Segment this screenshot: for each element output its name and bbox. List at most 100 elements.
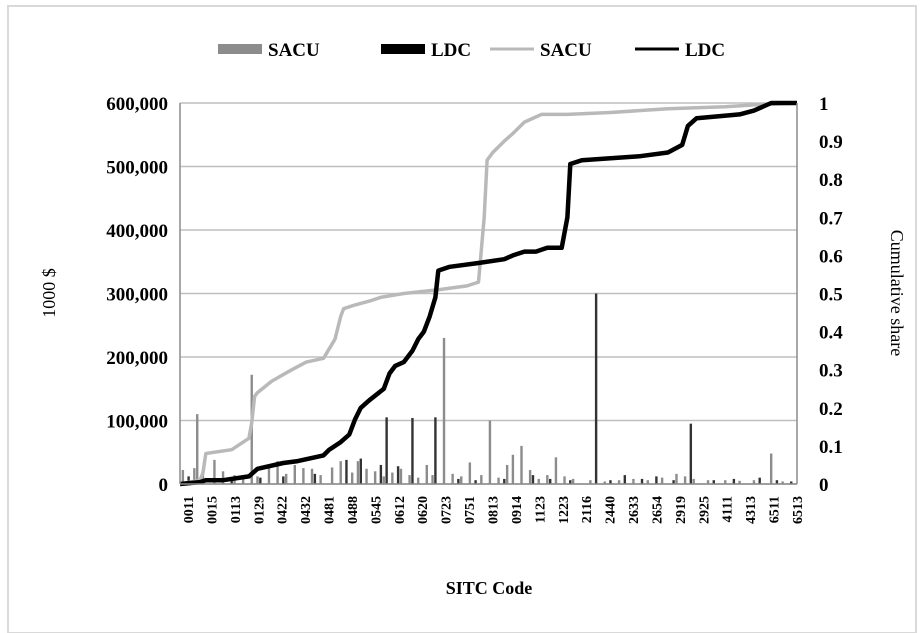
x-tick-label: 0011 [182,496,197,523]
bar-sacu [365,468,368,484]
bar-sacu [468,462,472,484]
y-tick-label: 300,000 [106,285,168,306]
bar-sacu [617,480,621,484]
bar-ldc [457,478,460,484]
bar-sacu [276,461,279,484]
y2-tick-label: 0.9 [819,132,843,153]
bar-ldc [758,477,761,484]
bar-sacu [267,467,271,484]
axes: 0 100,000 200,000 300,000 400,000 500,000 600,… [106,94,843,524]
bar-sacu [391,472,394,484]
bar-sacu [442,337,446,484]
x-tick-label: 6511 [768,496,783,523]
bar-ldc [655,476,658,484]
chart-border [7,5,917,633]
bar-sacu [724,480,727,484]
bar-ldc [623,475,627,484]
bar-sacu [399,468,403,484]
bar-sacu [256,476,259,484]
bar-ldc [531,475,535,484]
y2-tick-label: 0.1 [819,437,843,458]
x-tick-label: 0015 [205,496,220,524]
bar-ldc [434,417,437,484]
bar-sacu [480,475,483,484]
bar-ldc [672,480,675,484]
bar-sacu [213,459,216,484]
bar-sacu [460,476,463,484]
x-tick-label: 0422 [276,496,291,524]
bar-sacu [196,414,199,484]
y2-axis-title: Cumulative share [887,230,907,356]
bar-ldc [411,417,414,484]
legend-label: LDC [431,40,471,61]
bar-ldc [503,478,506,484]
bar-ldc [790,481,793,484]
legend: SACU LDC SACU LDC [218,40,725,61]
bar-sacu [660,477,664,484]
x-tick-label: 0751 [463,496,478,524]
bar-sacu [319,475,322,484]
x-tick-label: 6513 [791,496,806,524]
bar-ldc [187,476,190,484]
y2-tick-label: 0 [819,475,829,496]
bar-sacu [330,467,334,484]
x-tick-label: 2116 [580,496,595,523]
y2-tick-label: 0.8 [819,170,843,191]
bar-ldc [569,480,572,484]
x-tick-label: 0488 [346,496,361,524]
bar-sacu [554,457,558,484]
legend-label: SACU [268,40,320,61]
bar-sacu [571,478,575,484]
y-tick-label: 200,000 [106,348,168,369]
bar-sacu [546,475,549,484]
legend-swatch-sacu-bar [218,44,262,54]
x-tick-label: 0612 [393,496,408,524]
bar-ldc [689,423,693,484]
bar-sacu [675,473,678,484]
bar-sacu [310,468,314,484]
y2-tick-label: 0.5 [819,285,843,306]
legend-label: LDC [685,40,725,61]
bar-sacu [706,480,710,484]
bar-sacu [241,477,245,484]
bar-sacu [425,464,428,484]
bar-ldc [379,464,383,484]
bar-ldc [775,480,779,484]
bar-sacu [497,477,500,484]
legend-label: SACU [540,40,592,61]
bar-sacu [632,478,635,484]
legend-swatch-ldc-bar [381,44,425,54]
x-axis-title: SITC Code [446,578,533,598]
bar-sacu [692,478,695,484]
x-tick-label: 1123 [533,496,548,523]
bar-sacu [302,468,305,484]
bar-sacu [339,461,342,484]
x-tick-label: 0481 [323,496,338,524]
bar-ldc [594,293,598,484]
y2-tick-label: 1 [819,94,829,115]
bar-ldc [549,478,552,484]
bar-ldc [345,459,348,484]
line-sacu-cumulative [179,101,798,486]
bar-ldc [396,466,400,484]
y-tick-label: 600,000 [106,94,168,115]
bar-sacu [781,481,784,484]
bar-sacu [769,453,773,484]
y-tick-label: 0 [159,475,169,496]
bar-sacu [293,464,296,484]
bar-sacu [193,468,196,484]
x-tick-label: 2654 [650,496,665,524]
x-tick-label: 0113 [229,496,244,523]
x-tick-label: 4111 [721,496,736,522]
x-tick-label: 0914 [510,496,525,524]
bar-ldc [640,478,644,484]
y-tick-label: 500,000 [106,158,168,179]
y2-tick-label: 0.3 [819,361,843,382]
x-tick-label: 0620 [416,496,431,524]
y-tick-label: 400,000 [106,221,168,242]
y2-tick-label: 0.6 [819,246,843,267]
y-tick-label: 100,000 [106,412,168,433]
x-tick-label: 2440 [604,496,619,524]
